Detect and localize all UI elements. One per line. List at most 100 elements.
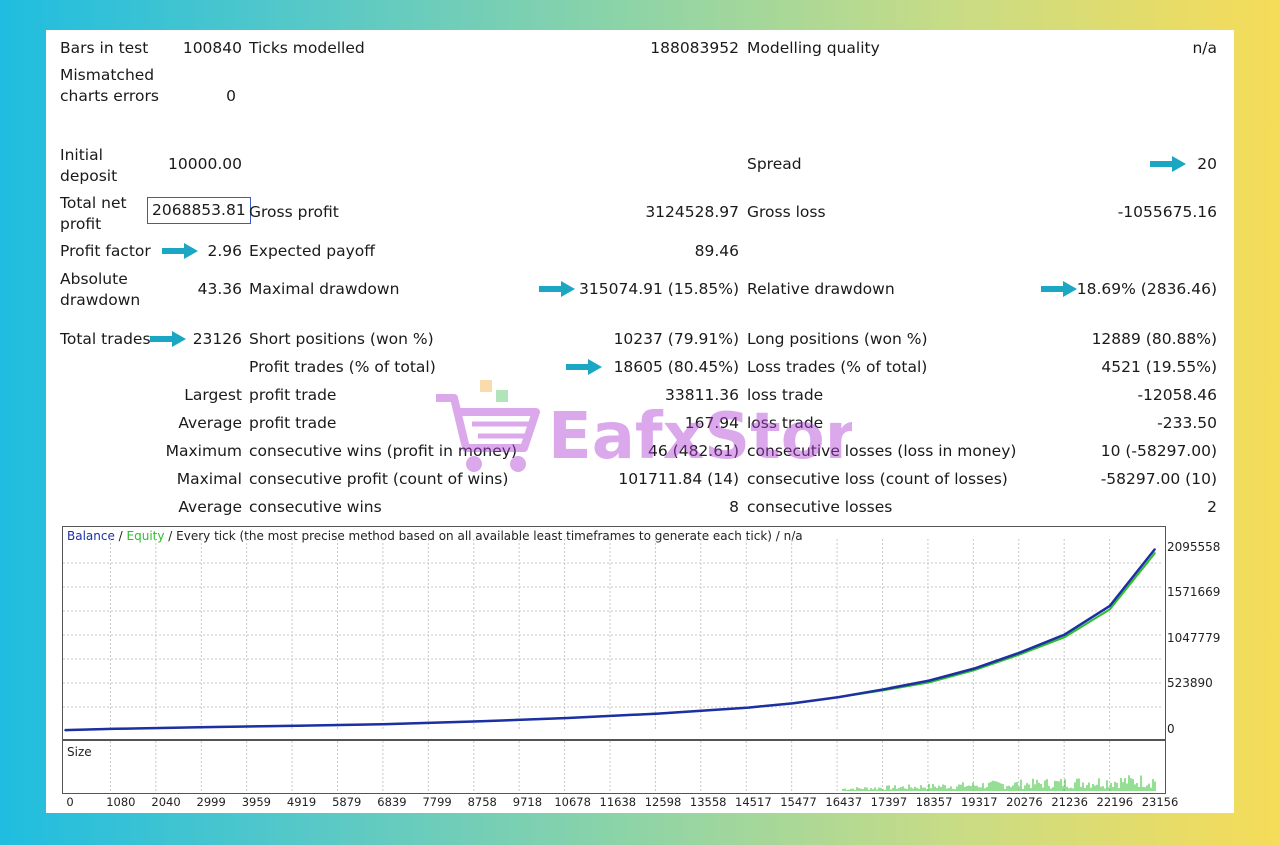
x-tick-label: 15477 [780,795,817,809]
max-losses-value: 10 (-58297.00) [1100,442,1217,460]
ltrades-label: Loss trades (% of total) [747,358,928,376]
x-tick-label: 6839 [377,795,407,809]
largest-label: Largest [184,386,242,404]
maximum-label: Maximum [165,442,242,460]
point-balance [386,723,388,725]
maximal-profit-label: consecutive profit (count of wins) [249,470,509,488]
ptrades-value: 18605 (80.45%) [613,358,739,376]
gross-profit-label: Gross profit [249,203,339,221]
bars-value: 100840 [182,39,242,57]
x-tick-label: 11638 [599,795,637,809]
reldd-value: 18.69% (2836.46) [1076,280,1217,298]
trades-label: Total trades [60,330,151,348]
pf-label: Profit factor [60,242,151,260]
average-profit-label: profit trade [249,414,337,432]
x-tick-label: 5879 [332,795,362,809]
x-tick-label: 12598 [644,795,682,809]
absdd-value: 43.36 [197,280,242,298]
point-balance [1109,605,1111,607]
ticks-label: Ticks modelled [249,39,365,57]
chart-legend: Balance / Equity / Every tick (the most … [67,529,803,543]
ptrades-label: Profit trades (% of total) [249,358,436,376]
x-tick-label: 8758 [467,795,497,809]
maximal-profit-value: 101711.84 (14) [618,470,739,488]
point-balance [566,717,569,719]
largest-loss-label: loss trade [747,386,824,404]
spread-arrow-icon [1150,156,1186,172]
y-tick-label: 523890 [1167,676,1213,691]
largest-profit-value: 33811.36 [665,386,739,404]
gross-loss-label: Gross loss [747,203,826,221]
x-tick-label: 13558 [689,795,727,809]
avg-losses-value: 2 [1207,498,1217,516]
x-tick-label: 4919 [286,795,317,809]
cart-icon [436,380,540,472]
size-plot-area [109,741,1156,791]
chart-plot-area [63,539,1163,732]
x-tick-label: 10678 [554,795,591,809]
ptrades-arrow-icon [566,359,602,375]
point-balance [928,679,930,682]
max-wins-label: consecutive wins (profit in money) [249,442,518,460]
spread-value: 20 [1197,155,1217,173]
average-profit-value: 167.94 [684,414,739,432]
legend-description: / Every tick (the most precise method ba… [164,529,803,543]
y-tick-label: 0 [1167,722,1175,736]
netprofit-label: Total net profit [60,194,127,233]
point-balance [657,712,659,715]
x-tick-label: 20276 [1006,795,1043,809]
point-balance [295,724,298,727]
maxdd-value: 315074.91 (15.85%) [579,280,739,298]
max-wins-value: 46 (482.61) [648,442,739,460]
y-tick-label: 2095558 [1167,540,1221,554]
point-balance [973,667,976,670]
initial-label: Initial deposit [60,146,118,185]
netprofit-value: 2068853.81 [147,197,251,224]
point-balance [1018,652,1021,654]
average-loss-value: -233.50 [1157,414,1217,432]
eafxstore-watermark-logo: EafxStore [436,380,852,474]
point-equity [1154,552,1156,554]
avg2-label: Average [178,498,242,516]
series-line-balance [64,548,1156,732]
mismatch-label: Mismatched charts errors [60,66,159,105]
x-tick-label: 23156 [1141,795,1179,809]
point-equity [928,681,930,684]
x-tick-label: 22196 [1096,795,1134,809]
point-balance [837,696,840,698]
ticks-value: 188083952 [650,39,739,57]
ltrades-value: 4521 (19.55%) [1101,358,1217,376]
point-balance [792,702,795,705]
x-tick-label: 17397 [870,795,908,809]
spread-label: Spread [747,155,802,173]
largest-profit-label: profit trade [249,386,337,404]
point-equity [1109,608,1111,611]
point-balance [115,728,117,730]
point-balance [1063,633,1066,636]
point-equity [1063,636,1066,639]
largest-loss-value: -12058.46 [1137,386,1217,404]
trades-value: 23126 [192,330,242,348]
x-tick-label: 1080 [106,795,136,809]
report-panel: Bars in test 100840 Ticks modelled 18808… [46,30,1234,813]
reldd-arrow-icon [1041,281,1077,297]
short-value: 10237 (79.91%) [613,330,739,348]
payoff-value: 89.46 [694,242,739,260]
avg-wins-label: consecutive wins [249,498,382,516]
point-balance [747,706,750,709]
max-losses-label: consecutive losses (loss in money) [747,442,1017,460]
average-loss-label: loss trade [747,414,824,432]
absdd-label: Absolute drawdown [60,270,141,309]
gross-profit-value: 3124528.97 [645,203,739,221]
mismatch-value: 0 [226,87,236,105]
quality-label: Modelling quality [747,39,880,57]
pf-arrow-icon [162,243,198,259]
size-label: Size [67,745,92,759]
initial-value: 10000.00 [168,155,242,173]
point-balance [476,720,479,723]
y-tick-label: 1571669 [1167,585,1221,600]
point-balance [205,726,207,728]
maxdd-arrow-icon [539,281,575,297]
reldd-label: Relative drawdown [747,280,895,298]
size-chart: Size [62,740,1166,794]
